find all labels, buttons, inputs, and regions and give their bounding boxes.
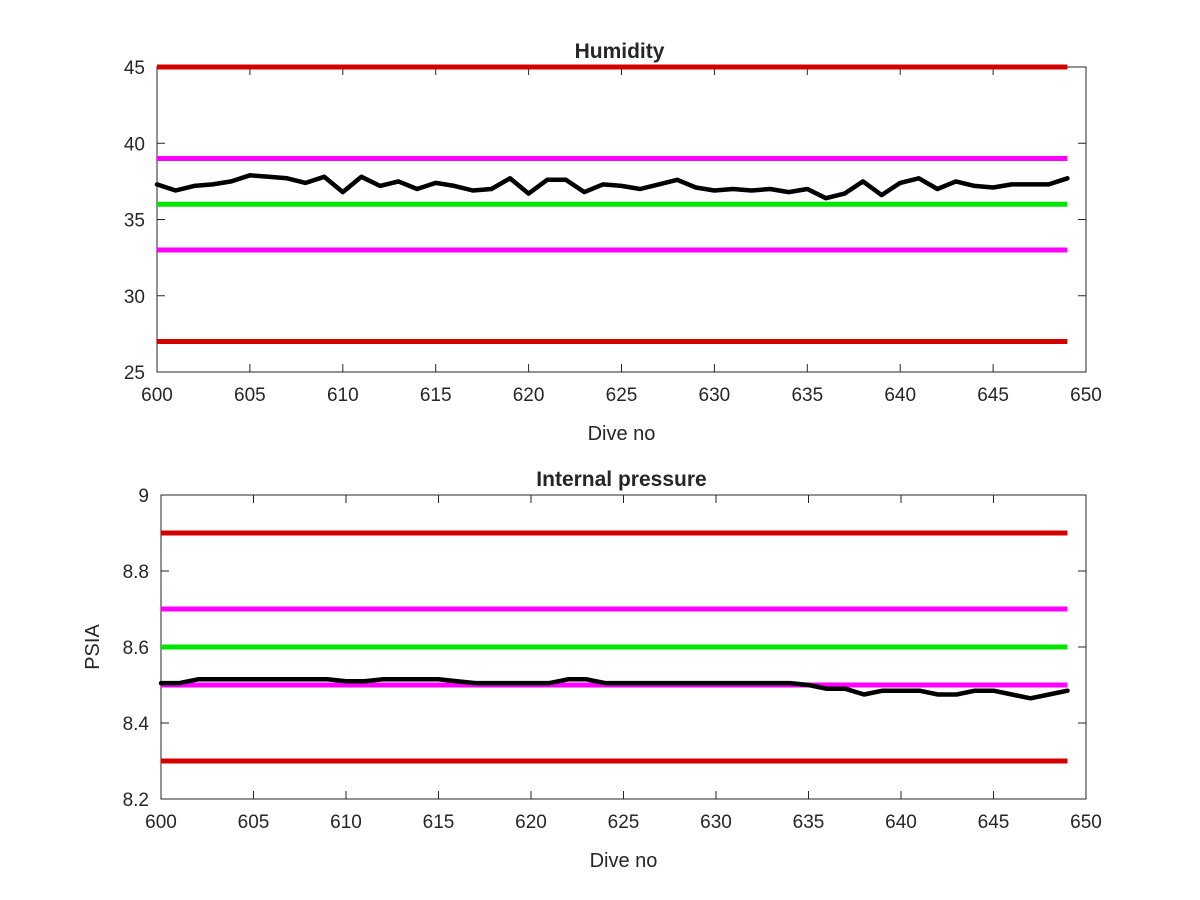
y-tick-label: 8.4 — [123, 714, 150, 735]
x-tick-label: 640 — [884, 385, 916, 406]
y-tick-label: 30 — [124, 287, 145, 308]
x-tick-label: 600 — [145, 812, 177, 833]
y-tick-label: 25 — [124, 363, 145, 384]
y-tick-label: 8.2 — [123, 790, 149, 811]
x-tick-label: 645 — [977, 385, 1009, 406]
y-tick-label: 35 — [124, 211, 145, 232]
chart-title: Humidity — [575, 40, 665, 63]
x-tick-label: 605 — [238, 812, 270, 833]
humidity-chart: 600 605 610 615 620 625 630 635 640 645 650 25 30 35 4… — [124, 40, 1102, 445]
x-tick-label: 615 — [423, 812, 455, 833]
x-tick-label: 625 — [608, 812, 640, 833]
data-series-line — [154, 173, 1070, 201]
x-tick-label: 625 — [606, 385, 638, 406]
x-tick-label: 610 — [330, 812, 362, 833]
x-tick-label: 645 — [978, 812, 1010, 833]
y-tick-label: 45 — [124, 58, 145, 79]
x-tick-label: 630 — [700, 812, 732, 833]
x-tick-label: 635 — [793, 812, 825, 833]
y-tick-label: 8.8 — [123, 562, 149, 583]
x-tick-label: 615 — [420, 385, 452, 406]
x-axis-label: Dive no — [590, 850, 658, 872]
y-tick-label: 8.6 — [123, 638, 149, 659]
x-tick-label: 630 — [699, 385, 731, 406]
data-series-line — [158, 677, 1070, 701]
chart-title: Internal pressure — [536, 468, 706, 491]
x-axis-label: Dive no — [588, 423, 656, 445]
x-tick-label: 620 — [513, 385, 545, 406]
x-tick-label: 620 — [515, 812, 547, 833]
x-tick-label: 650 — [1070, 812, 1102, 833]
x-tick-label: 635 — [791, 385, 823, 406]
x-tick-label: 640 — [885, 812, 917, 833]
y-tick-label: 40 — [124, 134, 145, 155]
y-axis-label: PSIA — [82, 624, 104, 670]
x-tick-label: 600 — [141, 385, 173, 406]
internal-pressure-chart: 600 605 610 615 620 625 630 635 640 645 650 8.2 8.4 8… — [82, 468, 1102, 872]
plot-area-frame — [156, 66, 1087, 373]
x-tick-label: 610 — [327, 385, 359, 406]
y-tick-label: 9 — [138, 486, 149, 507]
x-tick-label: 605 — [234, 385, 266, 406]
x-tick-label: 650 — [1070, 385, 1102, 406]
